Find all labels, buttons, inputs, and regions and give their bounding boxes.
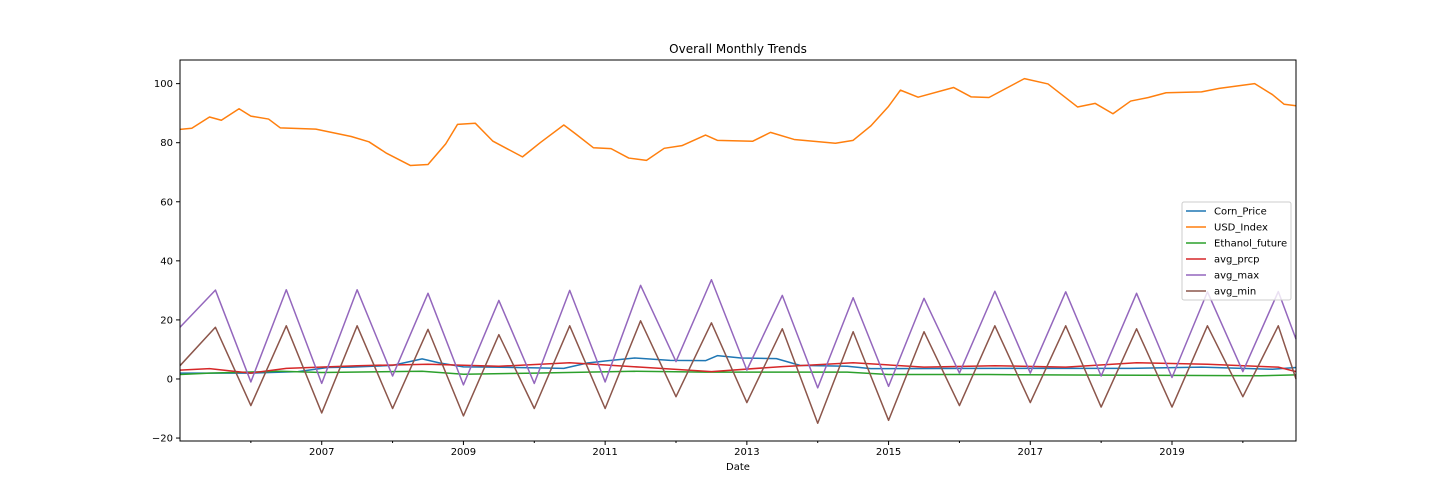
series-line-avg_max <box>179 278 1297 389</box>
plot-frame <box>179 59 1297 442</box>
legend-label-Ethanol_future: Ethanol_future <box>1214 239 1287 250</box>
y-tick-label: 40 <box>160 256 173 267</box>
x-axis-label: Date <box>726 462 750 473</box>
legend-box <box>1181 201 1292 301</box>
series-line-avg_prcp <box>179 361 1297 374</box>
x-tick-label: 2009 <box>451 447 476 458</box>
series-line-Corn_Price <box>180 354 1297 374</box>
legend-label-avg_max: avg_max <box>1214 271 1259 282</box>
series-line-USD_Index <box>179 77 1297 167</box>
x-tick-label: 2015 <box>876 447 901 458</box>
chart-title: Overall Monthly Trends <box>669 42 807 56</box>
y-tick-label: 20 <box>160 315 173 326</box>
y-tick-label: −20 <box>152 434 173 445</box>
legend: Corn_Price USD_Index Ethanol_future avg_prc… <box>1181 201 1292 301</box>
x-tick-label: 2017 <box>1018 447 1043 458</box>
x-tick-label: 2019 <box>1159 447 1184 458</box>
y-tick-label: 60 <box>160 197 173 208</box>
legend-label-avg_min: avg_min <box>1214 287 1256 298</box>
x-axis: 2007 2009 2011 2013 2015 2017 2019 <box>250 441 1244 458</box>
series-layer <box>179 77 1297 425</box>
x-tick-label: 2007 <box>309 447 334 458</box>
y-tick-label: 100 <box>154 79 173 90</box>
x-tick-label: 2011 <box>592 447 617 458</box>
series-line-Ethanol_future <box>179 370 1297 377</box>
legend-label-USD_Index: USD_Index <box>1214 223 1268 234</box>
x-tick-label: 2013 <box>734 447 759 458</box>
series-line-avg_min <box>179 320 1297 425</box>
y-axis: −20 0 20 40 60 80 100 <box>152 79 180 445</box>
legend-label-Corn_Price: Corn_Price <box>1214 207 1267 218</box>
legend-label-avg_prcp: avg_prcp <box>1214 255 1259 266</box>
y-tick-label: 0 <box>167 374 173 385</box>
y-tick-label: 80 <box>160 138 173 149</box>
